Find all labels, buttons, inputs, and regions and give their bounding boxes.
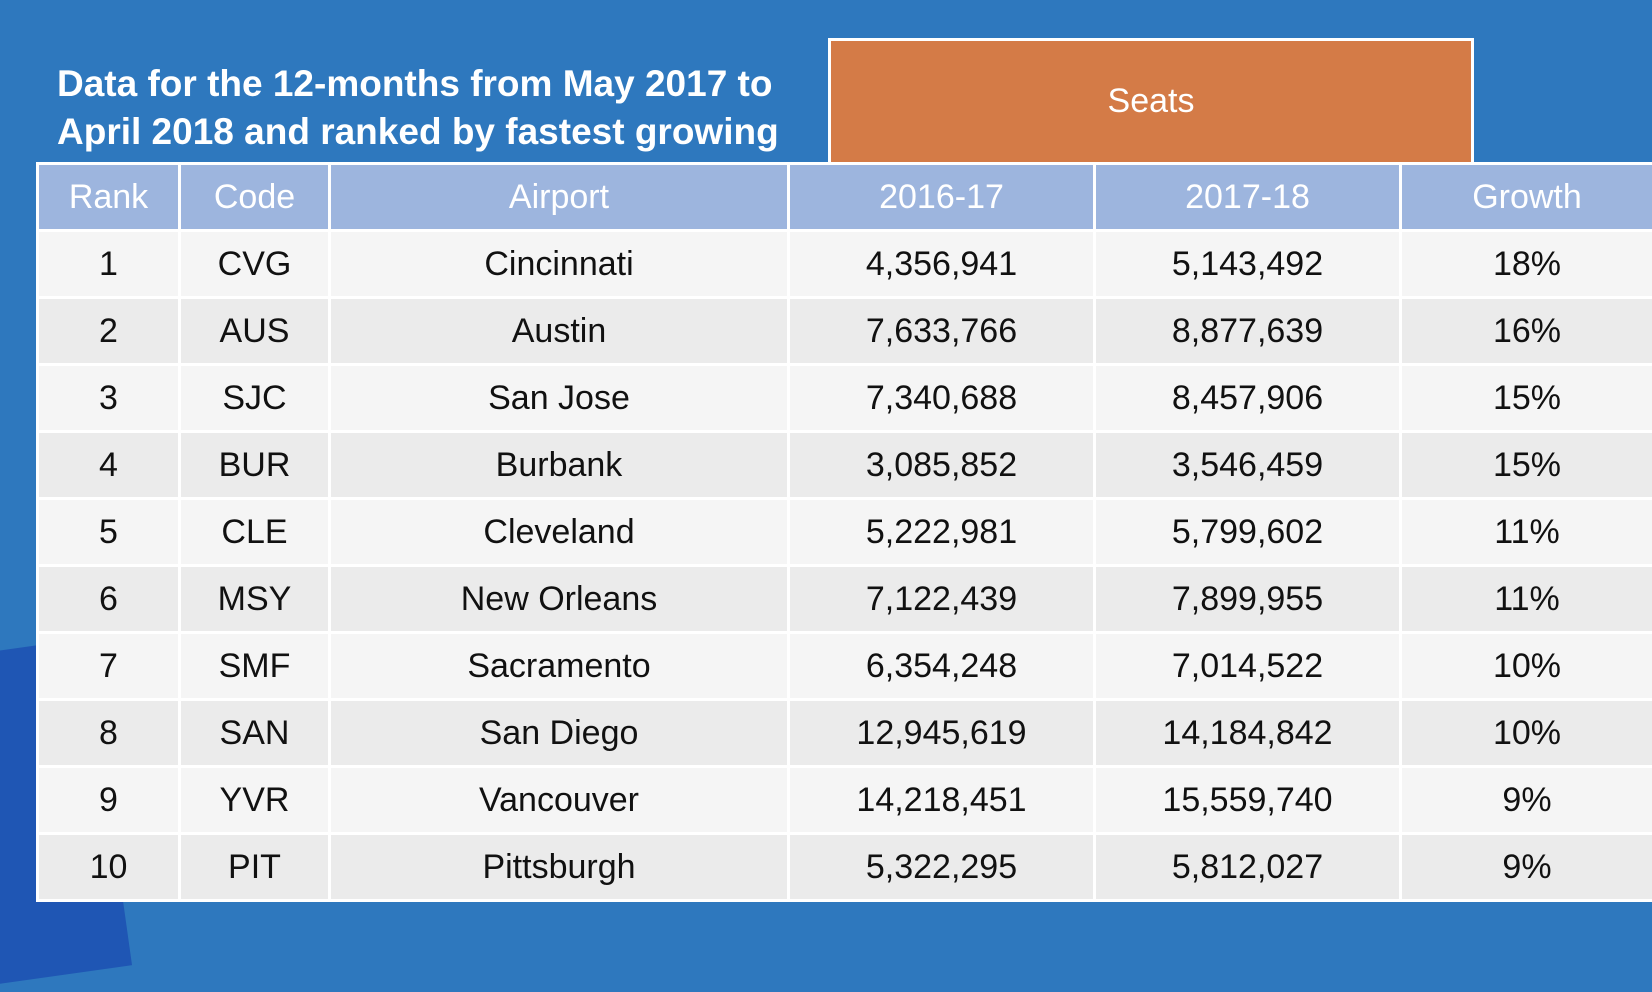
growth-cell: 9% xyxy=(1401,834,1652,901)
growth-cell: 11% xyxy=(1401,566,1652,633)
column-header-growth: Growth xyxy=(1401,164,1652,231)
seats-2017-18-cell: 5,812,027 xyxy=(1095,834,1401,901)
growth-cell: 10% xyxy=(1401,700,1652,767)
column-header-row: Rank Code Airport 2016-17 2017-18 Growth xyxy=(38,164,1652,231)
airport-cell: New Orleans xyxy=(330,566,789,633)
chart-title: Data for the 12-months from May 2017 to … xyxy=(57,60,827,156)
seats-2016-17-cell: 6,354,248 xyxy=(789,633,1095,700)
seats-2017-18-cell: 8,457,906 xyxy=(1095,365,1401,432)
seats-2017-18-cell: 5,799,602 xyxy=(1095,499,1401,566)
column-header-rank: Rank xyxy=(38,164,180,231)
airport-cell: Austin xyxy=(330,298,789,365)
airport-cell: Sacramento xyxy=(330,633,789,700)
seats-2016-17-cell: 3,085,852 xyxy=(789,432,1095,499)
rank-cell: 1 xyxy=(38,231,180,298)
airport-cell: Pittsburgh xyxy=(330,834,789,901)
rank-cell: 2 xyxy=(38,298,180,365)
growth-cell: 9% xyxy=(1401,767,1652,834)
seats-2016-17-cell: 7,340,688 xyxy=(789,365,1095,432)
seats-2016-17-cell: 5,222,981 xyxy=(789,499,1095,566)
seats-2016-17-cell: 4,356,941 xyxy=(789,231,1095,298)
seats-2017-18-cell: 3,546,459 xyxy=(1095,432,1401,499)
seats-2016-17-cell: 7,633,766 xyxy=(789,298,1095,365)
column-header-code: Code xyxy=(180,164,330,231)
seats-2017-18-cell: 15,559,740 xyxy=(1095,767,1401,834)
code-cell: AUS xyxy=(180,298,330,365)
code-cell: SJC xyxy=(180,365,330,432)
rank-cell: 6 xyxy=(38,566,180,633)
growth-cell: 16% xyxy=(1401,298,1652,365)
seats-2016-17-cell: 12,945,619 xyxy=(789,700,1095,767)
code-cell: SMF xyxy=(180,633,330,700)
airport-cell: Cincinnati xyxy=(330,231,789,298)
column-header-2017-18: 2017-18 xyxy=(1095,164,1401,231)
code-cell: SAN xyxy=(180,700,330,767)
seats-2017-18-cell: 7,014,522 xyxy=(1095,633,1401,700)
airport-cell: Vancouver xyxy=(330,767,789,834)
growth-cell: 11% xyxy=(1401,499,1652,566)
growth-cell: 10% xyxy=(1401,633,1652,700)
growth-cell: 15% xyxy=(1401,365,1652,432)
seats-2016-17-cell: 7,122,439 xyxy=(789,566,1095,633)
seats-group-header: Seats xyxy=(828,38,1474,162)
rank-cell: 8 xyxy=(38,700,180,767)
rank-cell: 9 xyxy=(38,767,180,834)
rank-cell: 5 xyxy=(38,499,180,566)
code-cell: MSY xyxy=(180,566,330,633)
airport-cell: Burbank xyxy=(330,432,789,499)
seats-2017-18-cell: 14,184,842 xyxy=(1095,700,1401,767)
column-header-airport: Airport xyxy=(330,164,789,231)
code-cell: CLE xyxy=(180,499,330,566)
airport-cell: San Diego xyxy=(330,700,789,767)
code-cell: YVR xyxy=(180,767,330,834)
seats-2016-17-cell: 5,322,295 xyxy=(789,834,1095,901)
column-header-2016-17: 2016-17 xyxy=(789,164,1095,231)
rank-cell: 7 xyxy=(38,633,180,700)
seats-2017-18-cell: 5,143,492 xyxy=(1095,231,1401,298)
airport-seats-table: Rank Code Airport 2016-17 2017-18 Growth… xyxy=(36,162,1652,902)
rank-cell: 10 xyxy=(38,834,180,901)
seats-2017-18-cell: 8,877,639 xyxy=(1095,298,1401,365)
airport-cell: Cleveland xyxy=(330,499,789,566)
airport-cell: San Jose xyxy=(330,365,789,432)
growth-cell: 18% xyxy=(1401,231,1652,298)
code-cell: BUR xyxy=(180,432,330,499)
seats-2016-17-cell: 14,218,451 xyxy=(789,767,1095,834)
rank-cell: 4 xyxy=(38,432,180,499)
code-cell: CVG xyxy=(180,231,330,298)
seats-2017-18-cell: 7,899,955 xyxy=(1095,566,1401,633)
growth-cell: 15% xyxy=(1401,432,1652,499)
rank-cell: 3 xyxy=(38,365,180,432)
code-cell: PIT xyxy=(180,834,330,901)
